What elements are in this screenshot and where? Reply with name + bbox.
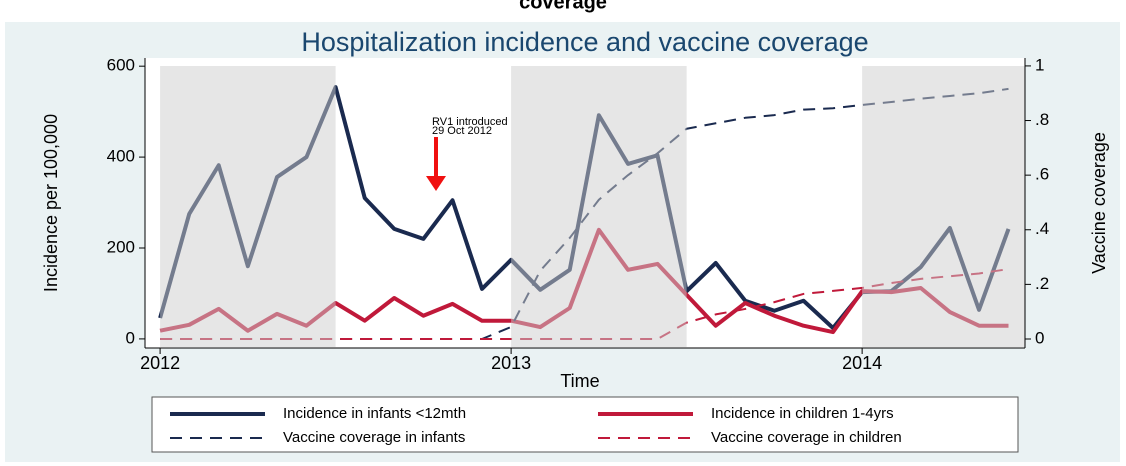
- y-tick-label: 0: [126, 328, 135, 347]
- y2-axis-label: Vaccine coverage: [1089, 132, 1109, 274]
- annotation-arrowhead: [426, 176, 446, 191]
- shaded-band: [511, 66, 687, 347]
- y2-tick-label: .2: [1035, 274, 1049, 293]
- y-tick-label: 400: [107, 147, 135, 166]
- legend-label: Vaccine coverage in infants: [283, 429, 465, 446]
- legend-label: Vaccine coverage in children: [711, 429, 902, 446]
- legend-label: Incidence in children 1-4yrs: [711, 405, 894, 422]
- legend: [151, 396, 1019, 453]
- x-tick-label: 2014: [842, 353, 882, 373]
- annotation: 29 Oct 2012: [432, 125, 492, 137]
- y2-tick-label: .6: [1035, 165, 1049, 184]
- y-tick-label: 600: [107, 56, 135, 75]
- annotation: RV1 introduced: [432, 116, 508, 128]
- chart-title: Hospitalization incidence and vaccine co…: [301, 27, 868, 57]
- y2-tick-label: 1: [1035, 55, 1044, 74]
- x-axis-label: Time: [560, 371, 599, 391]
- shaded-band: [160, 66, 336, 347]
- y-tick-label: 200: [107, 237, 135, 256]
- caption: coverage: [519, 0, 607, 13]
- x-tick-label: 2012: [140, 353, 180, 373]
- y2-tick-label: 0: [1035, 328, 1044, 347]
- x-tick-label: 2013: [491, 353, 531, 373]
- y2-tick-label: .8: [1035, 110, 1049, 129]
- legend-label: Incidence in infants <12mth: [283, 405, 466, 422]
- y2-tick-label: .4: [1035, 219, 1049, 238]
- y-axis-label: Incidence per 100,000: [41, 114, 61, 292]
- shaded-band: [862, 66, 1025, 347]
